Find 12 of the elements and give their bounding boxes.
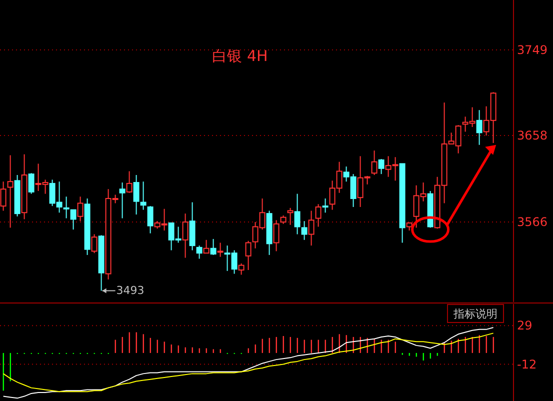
note: 3493 xyxy=(102,284,144,298)
annotation: 3493 xyxy=(116,284,144,298)
y-tick-label: 29 xyxy=(517,318,532,333)
annotation: 指标说明 xyxy=(452,308,498,320)
button: 指标说明 xyxy=(447,304,504,323)
line-series xyxy=(2,327,494,399)
y-tick-label: -12 xyxy=(517,357,537,372)
y-tick-label: 3658 xyxy=(517,128,548,142)
text: 白银 4H xyxy=(212,47,268,65)
line-series xyxy=(2,332,494,392)
y-tick-label: 3566 xyxy=(517,215,548,230)
y-tick-label: 3749 xyxy=(517,42,548,57)
